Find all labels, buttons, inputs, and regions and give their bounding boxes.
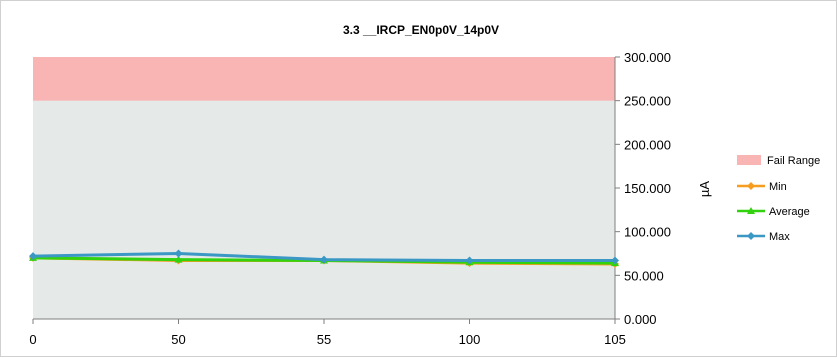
y-axis-label: µA	[697, 181, 712, 197]
legend-label-max: Max	[769, 231, 790, 243]
data-point-max	[611, 256, 619, 265]
y-tick-label: 100.000	[624, 225, 671, 240]
y-tick-label: 200.000	[624, 137, 671, 152]
y-tick-label: 0.000	[624, 312, 657, 327]
data-point-max	[174, 249, 183, 258]
x-tick-label: 105	[604, 332, 626, 347]
y-tick-label: 150.000	[624, 181, 671, 196]
legend: Fail Range Min Average Max	[737, 155, 820, 243]
chart-title: 3.3 __IRCP_EN0p0V_14p0V	[343, 23, 499, 37]
legend-label-fail-range: Fail Range	[767, 155, 820, 167]
x-tick-label: 50	[171, 332, 185, 347]
fail-range-band	[33, 57, 615, 101]
y-tick-label: 250.000	[624, 94, 671, 109]
y-tick-label: 300.000	[624, 50, 671, 65]
legend-label-average: Average	[769, 206, 810, 218]
legend-marker-min	[747, 182, 755, 190]
x-tick-label: 55	[317, 332, 331, 347]
y-tick-label: 50.000	[624, 268, 664, 283]
legend-marker-average	[747, 207, 755, 214]
x-tick-label: 0	[29, 332, 36, 347]
legend-label-min: Min	[769, 181, 787, 193]
x-tick-label: 100	[459, 332, 481, 347]
data-point-max	[320, 255, 328, 264]
plot-area: 0.000 50.000 100.000 150.000 200.000 250.000 3…	[29, 50, 671, 347]
data-point-max	[29, 252, 37, 261]
legend-marker-max	[747, 232, 755, 240]
data-point-max	[465, 256, 474, 265]
data-point-average	[174, 255, 183, 263]
legend-swatch-fail-range	[737, 155, 761, 165]
